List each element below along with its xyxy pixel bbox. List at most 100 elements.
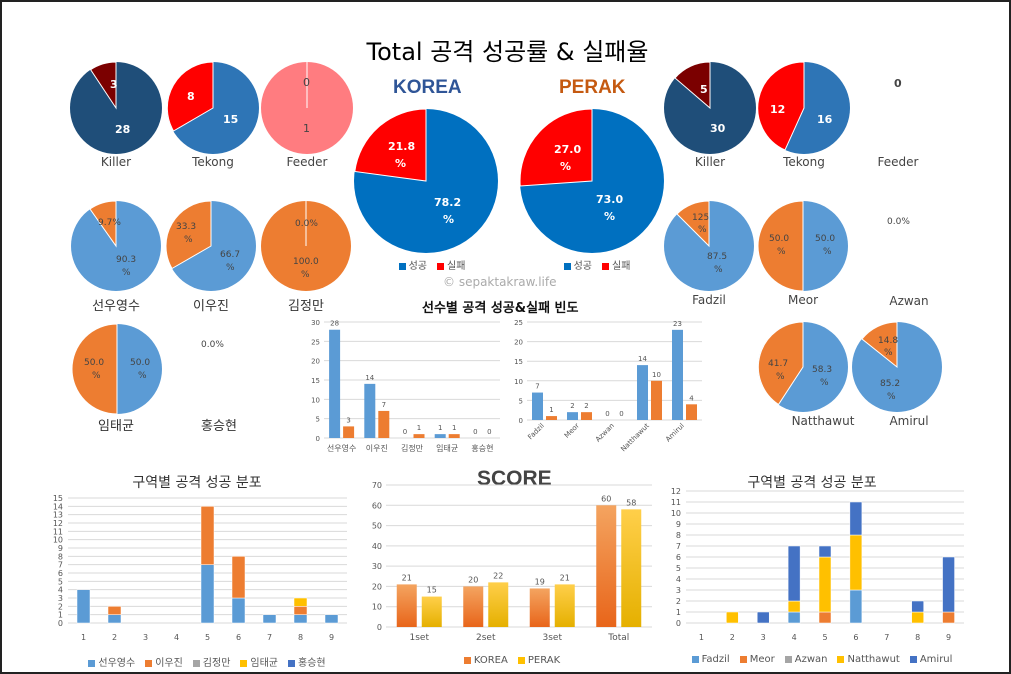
korea-player-label-2: 이우진 — [193, 299, 229, 314]
bar — [413, 434, 425, 438]
svg-text:3: 3 — [346, 416, 350, 424]
svg-text:%: % — [823, 247, 832, 257]
svg-text:30: 30 — [311, 319, 320, 327]
stacked-bar-segment — [293, 614, 308, 624]
svg-text:85.2: 85.2 — [880, 379, 900, 389]
svg-text:2: 2 — [584, 402, 588, 410]
svg-text:14: 14 — [365, 374, 374, 382]
svg-text:30: 30 — [372, 562, 382, 571]
svg-text:%: % — [776, 372, 785, 382]
perak-pie-legend: 성공 실패 — [542, 257, 652, 272]
svg-text:11: 11 — [671, 498, 681, 507]
perak-title: PERAK — [559, 77, 626, 98]
svg-text:%: % — [301, 270, 310, 280]
svg-text:%: % — [395, 157, 406, 170]
svg-text:0: 0 — [316, 435, 320, 443]
svg-text:33.3: 33.3 — [176, 222, 196, 232]
svg-text:4: 4 — [792, 633, 797, 642]
svg-text:1: 1 — [549, 406, 553, 414]
svg-text:%: % — [560, 160, 571, 173]
svg-text:1: 1 — [438, 424, 442, 432]
svg-text:50: 50 — [372, 522, 382, 531]
bar — [581, 412, 592, 420]
svg-text:16: 16 — [817, 113, 833, 126]
stacked-bar-segment — [262, 614, 277, 624]
svg-text:0: 0 — [605, 410, 609, 418]
svg-text:70: 70 — [372, 481, 382, 490]
stacked-bar-segment — [293, 606, 308, 615]
korea-player-empty-5: 0.0% — [201, 340, 224, 350]
korea-zone-legend: 선우영수 이우진 김정만 임태균 홍승현 — [62, 654, 352, 669]
score-legend: KOREA PERAK — [457, 655, 567, 666]
svg-text:Meor: Meor — [563, 422, 581, 440]
svg-text:6: 6 — [676, 553, 681, 562]
svg-text:4: 4 — [174, 633, 179, 642]
svg-text:1: 1 — [452, 424, 456, 432]
svg-text:5: 5 — [822, 633, 827, 642]
korea-tekong-label: Tekong — [192, 155, 234, 169]
perak-zone-legend: Fadzil Meor Azwan Natthawut Amirul — [691, 654, 952, 665]
svg-text:12: 12 — [53, 519, 63, 528]
svg-text:25: 25 — [514, 319, 523, 327]
svg-text:2: 2 — [112, 633, 117, 642]
korea-feeder-label: Feeder — [286, 155, 328, 169]
perak-player-pie-1: 125 % 87.5 % — [664, 200, 754, 291]
perak-feeder-label: Feeder — [877, 155, 919, 169]
korea-player-pie-2: 33.3 % 66.7 % — [165, 200, 256, 291]
svg-text:김정만: 김정만 — [401, 443, 424, 453]
svg-text:3: 3 — [58, 594, 63, 603]
svg-text:3: 3 — [143, 633, 148, 642]
svg-text:7: 7 — [382, 401, 386, 409]
svg-text:2: 2 — [676, 597, 681, 606]
svg-text:0: 0 — [58, 619, 63, 628]
svg-text:4: 4 — [58, 586, 63, 595]
stacked-bar-segment — [324, 614, 339, 624]
perak-player-pie-5: 14.8 % 85.2 % — [852, 321, 942, 412]
svg-text:2: 2 — [58, 602, 63, 611]
bar — [651, 380, 662, 420]
stacked-bar-segment — [818, 556, 832, 613]
svg-text:14: 14 — [53, 502, 63, 511]
svg-text:1set: 1set — [410, 633, 430, 643]
svg-text:22: 22 — [493, 571, 503, 580]
bar — [621, 509, 642, 627]
svg-text:5: 5 — [676, 564, 681, 573]
perak-tekong-pie: 12 16 — [757, 61, 850, 154]
svg-text:20: 20 — [372, 582, 382, 591]
svg-text:1: 1 — [417, 424, 421, 432]
perak-main-pie: 27.0 % 73.0 % — [519, 108, 664, 253]
perak-feeder-zero: 0 — [894, 77, 902, 90]
svg-text:12: 12 — [770, 103, 785, 116]
svg-text:%: % — [820, 378, 829, 388]
svg-text:21: 21 — [402, 573, 412, 582]
svg-text:2: 2 — [730, 633, 735, 642]
svg-text:19: 19 — [535, 577, 545, 586]
svg-text:21.8: 21.8 — [388, 140, 415, 153]
svg-text:%: % — [698, 225, 707, 235]
bar — [364, 383, 376, 438]
svg-text:9.7%: 9.7% — [98, 218, 121, 228]
korea-player-label-5: 홍승현 — [201, 419, 237, 434]
svg-text:선우영수: 선우영수 — [327, 443, 356, 453]
perak-player-label-3: Azwan — [889, 294, 929, 308]
perak-player-pie-4: 41.7 % 58.3 % — [757, 321, 848, 412]
svg-text:0: 0 — [619, 410, 623, 418]
stacked-bar-segment — [726, 611, 739, 624]
stacked-bar-segment — [911, 611, 924, 624]
korea-feeder-pie: 0 1 — [261, 62, 353, 154]
svg-text:50.0: 50.0 — [84, 358, 104, 368]
svg-text:20: 20 — [514, 339, 523, 347]
svg-text:1: 1 — [676, 608, 681, 617]
svg-text:10: 10 — [372, 603, 382, 612]
svg-text:Total: Total — [607, 633, 629, 643]
svg-text:60: 60 — [372, 501, 382, 510]
svg-text:10: 10 — [311, 396, 320, 404]
bar — [532, 392, 543, 420]
svg-text:0: 0 — [676, 619, 681, 628]
stacked-bar-segment — [911, 600, 924, 613]
svg-text:5: 5 — [519, 397, 523, 405]
korea-player-label-1: 선우영수 — [92, 299, 140, 314]
perak-killer-pie: 5 30 — [664, 61, 756, 154]
